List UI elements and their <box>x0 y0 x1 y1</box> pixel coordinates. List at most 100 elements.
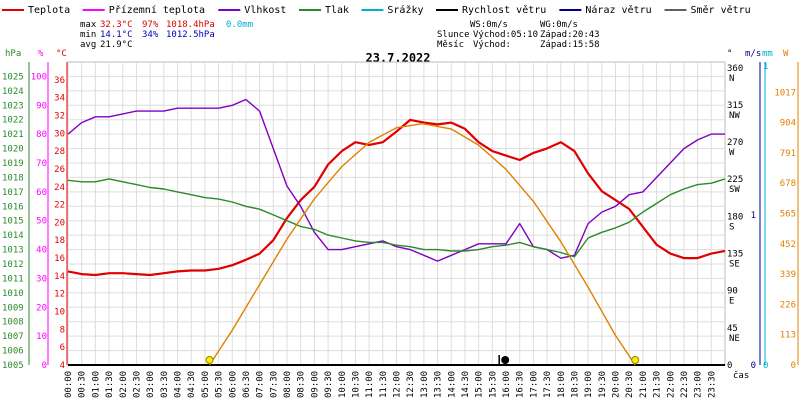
ms-tick-label: 0 <box>751 361 756 371</box>
hpa-tick-label: 1019 <box>2 159 24 169</box>
sunrise-marker <box>205 356 214 364</box>
x-tick-label: 01:00 <box>91 371 101 398</box>
stats-max-press: 1018.4hPa <box>166 20 215 30</box>
x-tick-label: 11:30 <box>379 371 389 398</box>
percent-tick-label: 80 <box>36 130 47 140</box>
hpa-tick-label: 1005 <box>2 361 24 371</box>
percent-tick-label: 100 <box>31 72 47 82</box>
percent-tick-label: 50 <box>36 217 47 227</box>
grid <box>67 61 726 366</box>
x-tick-label: 19:00 <box>584 371 594 398</box>
x-tick-label: 20:00 <box>612 371 622 398</box>
series-layer <box>67 98 726 366</box>
x-tick-label: 09:30 <box>324 371 334 398</box>
x-tick-label: 00:00 <box>64 371 74 398</box>
stats-max-rain: 0.0mm <box>226 20 253 30</box>
stats-block: max 32.3°C 97% 1018.4hPa 0.0mm min 14.1°… <box>80 20 253 50</box>
legend: Teplota Přízemní teplota Vlhkost Tlak Srážky… <box>2 4 751 16</box>
percent-tick-label: 70 <box>36 159 47 169</box>
direction-tick-label: SE <box>729 260 740 270</box>
legend-label: Tlak <box>325 5 349 16</box>
hpa-tick-label: 1016 <box>2 202 24 212</box>
moonset-info: Západ:15:58 <box>540 40 600 50</box>
hpa-tick-label: 1009 <box>2 303 24 313</box>
legend-label: Srážky <box>387 4 423 16</box>
percent-tick-label: 20 <box>36 303 47 313</box>
moon-label: Měsíc <box>437 40 464 50</box>
x-tick-label: 01:30 <box>105 371 115 398</box>
x-tick-label: 12:30 <box>406 371 416 398</box>
celsius-tick-label: 6 <box>60 343 65 353</box>
x-tick-label: 17:30 <box>543 371 553 398</box>
hpa-axis-label: hPa <box>5 49 21 59</box>
celsius-axis-label: °C <box>56 49 67 59</box>
direction-tick-label: SW <box>729 185 740 195</box>
degrees-tick-label: 225 <box>727 175 743 185</box>
wm2-tick-label: 113 <box>780 331 796 341</box>
wm2-tick-label: 452 <box>780 240 796 250</box>
x-tick-label: 17:00 <box>529 371 539 398</box>
percent-tick-label: 0 <box>42 361 47 371</box>
celsius-tick-label: 34 <box>54 94 65 104</box>
degrees-tick-label: 90 <box>727 287 738 297</box>
wind-gust-info: WG:0m/s <box>540 20 578 30</box>
celsius-tick-label: 8 <box>60 325 65 335</box>
mm-tick-label: 1 <box>763 62 768 72</box>
x-tick-label: 22:00 <box>666 371 676 398</box>
hpa-tick-label: 1024 <box>2 87 24 97</box>
celsius-tick-label: 28 <box>54 147 65 157</box>
hpa-tick-label: 1025 <box>2 72 24 82</box>
x-tick-label: 08:00 <box>283 371 293 398</box>
x-tick-label: 16:30 <box>516 371 526 398</box>
x-tick-label: 02:30 <box>132 371 142 398</box>
wm2-tick-label: 791 <box>780 149 796 159</box>
direction-tick-label: N <box>729 74 734 84</box>
stats-max-label: max <box>80 20 97 30</box>
celsius-tick-label: 4 <box>60 361 65 371</box>
stats-max-hum: 97% <box>142 20 159 30</box>
x-tick-label: 09:00 <box>310 371 320 398</box>
stats-max-temp: 32.3°C <box>100 20 133 30</box>
stats-min-temp: 14.1°C <box>100 30 133 40</box>
x-tick-label: 16:00 <box>502 371 512 398</box>
percent-axis-label: % <box>38 49 44 59</box>
moonrise-info: Východ: <box>473 40 511 50</box>
hpa-tick-label: 1006 <box>2 347 24 357</box>
direction-tick-label: NW <box>729 111 740 121</box>
celsius-tick-label: 24 <box>54 183 65 193</box>
hpa-tick-label: 1018 <box>2 173 24 183</box>
sunrise-info: Východ:05:10 <box>473 30 538 40</box>
astro-info: WS:0m/s WG:0m/s Slunce Východ:05:10 Zápa… <box>437 20 600 50</box>
legend-label: Přízemní teplota <box>109 4 205 16</box>
chart-title: 23.7.2022 <box>365 51 430 65</box>
hpa-tick-label: 1013 <box>2 246 24 256</box>
wm2-tick-label: 565 <box>780 210 796 220</box>
wm2-tick-label: 904 <box>780 119 796 129</box>
hpa-tick-label: 1022 <box>2 116 24 126</box>
stats-avg-temp: 21.9°C <box>100 40 133 50</box>
x-tick-label: 08:30 <box>297 371 307 398</box>
sun-label: Slunce <box>437 30 470 40</box>
x-tick-label: 07:30 <box>269 371 279 398</box>
stats-min-label: min <box>80 30 96 40</box>
x-tick-label: 20:30 <box>625 371 635 398</box>
degrees-tick-label: 180 <box>727 212 743 222</box>
hpa-tick-label: 1020 <box>2 145 24 155</box>
degrees-axis-label: ° <box>727 49 732 59</box>
direction-tick-label: S <box>729 222 734 232</box>
celsius-tick-label: 26 <box>54 165 65 175</box>
celsius-tick-label: 22 <box>54 201 65 211</box>
x-tick-label: 14:30 <box>461 371 471 398</box>
moonset-marker <box>501 356 510 364</box>
ms-axis-label: m/s <box>745 49 761 59</box>
series-line-teplota <box>67 118 726 277</box>
hpa-tick-label: 1014 <box>2 231 24 241</box>
hpa-tick-label: 1012 <box>2 260 24 270</box>
percent-tick-label: 30 <box>36 274 47 284</box>
hpa-tick-label: 1011 <box>2 274 24 284</box>
percent-tick-label: 40 <box>36 246 47 256</box>
legend-label: Vlhkost <box>244 5 286 16</box>
legend-label: Směr větru <box>691 4 751 16</box>
celsius-tick-label: 16 <box>54 254 65 264</box>
celsius-tick-label: 12 <box>54 290 65 300</box>
